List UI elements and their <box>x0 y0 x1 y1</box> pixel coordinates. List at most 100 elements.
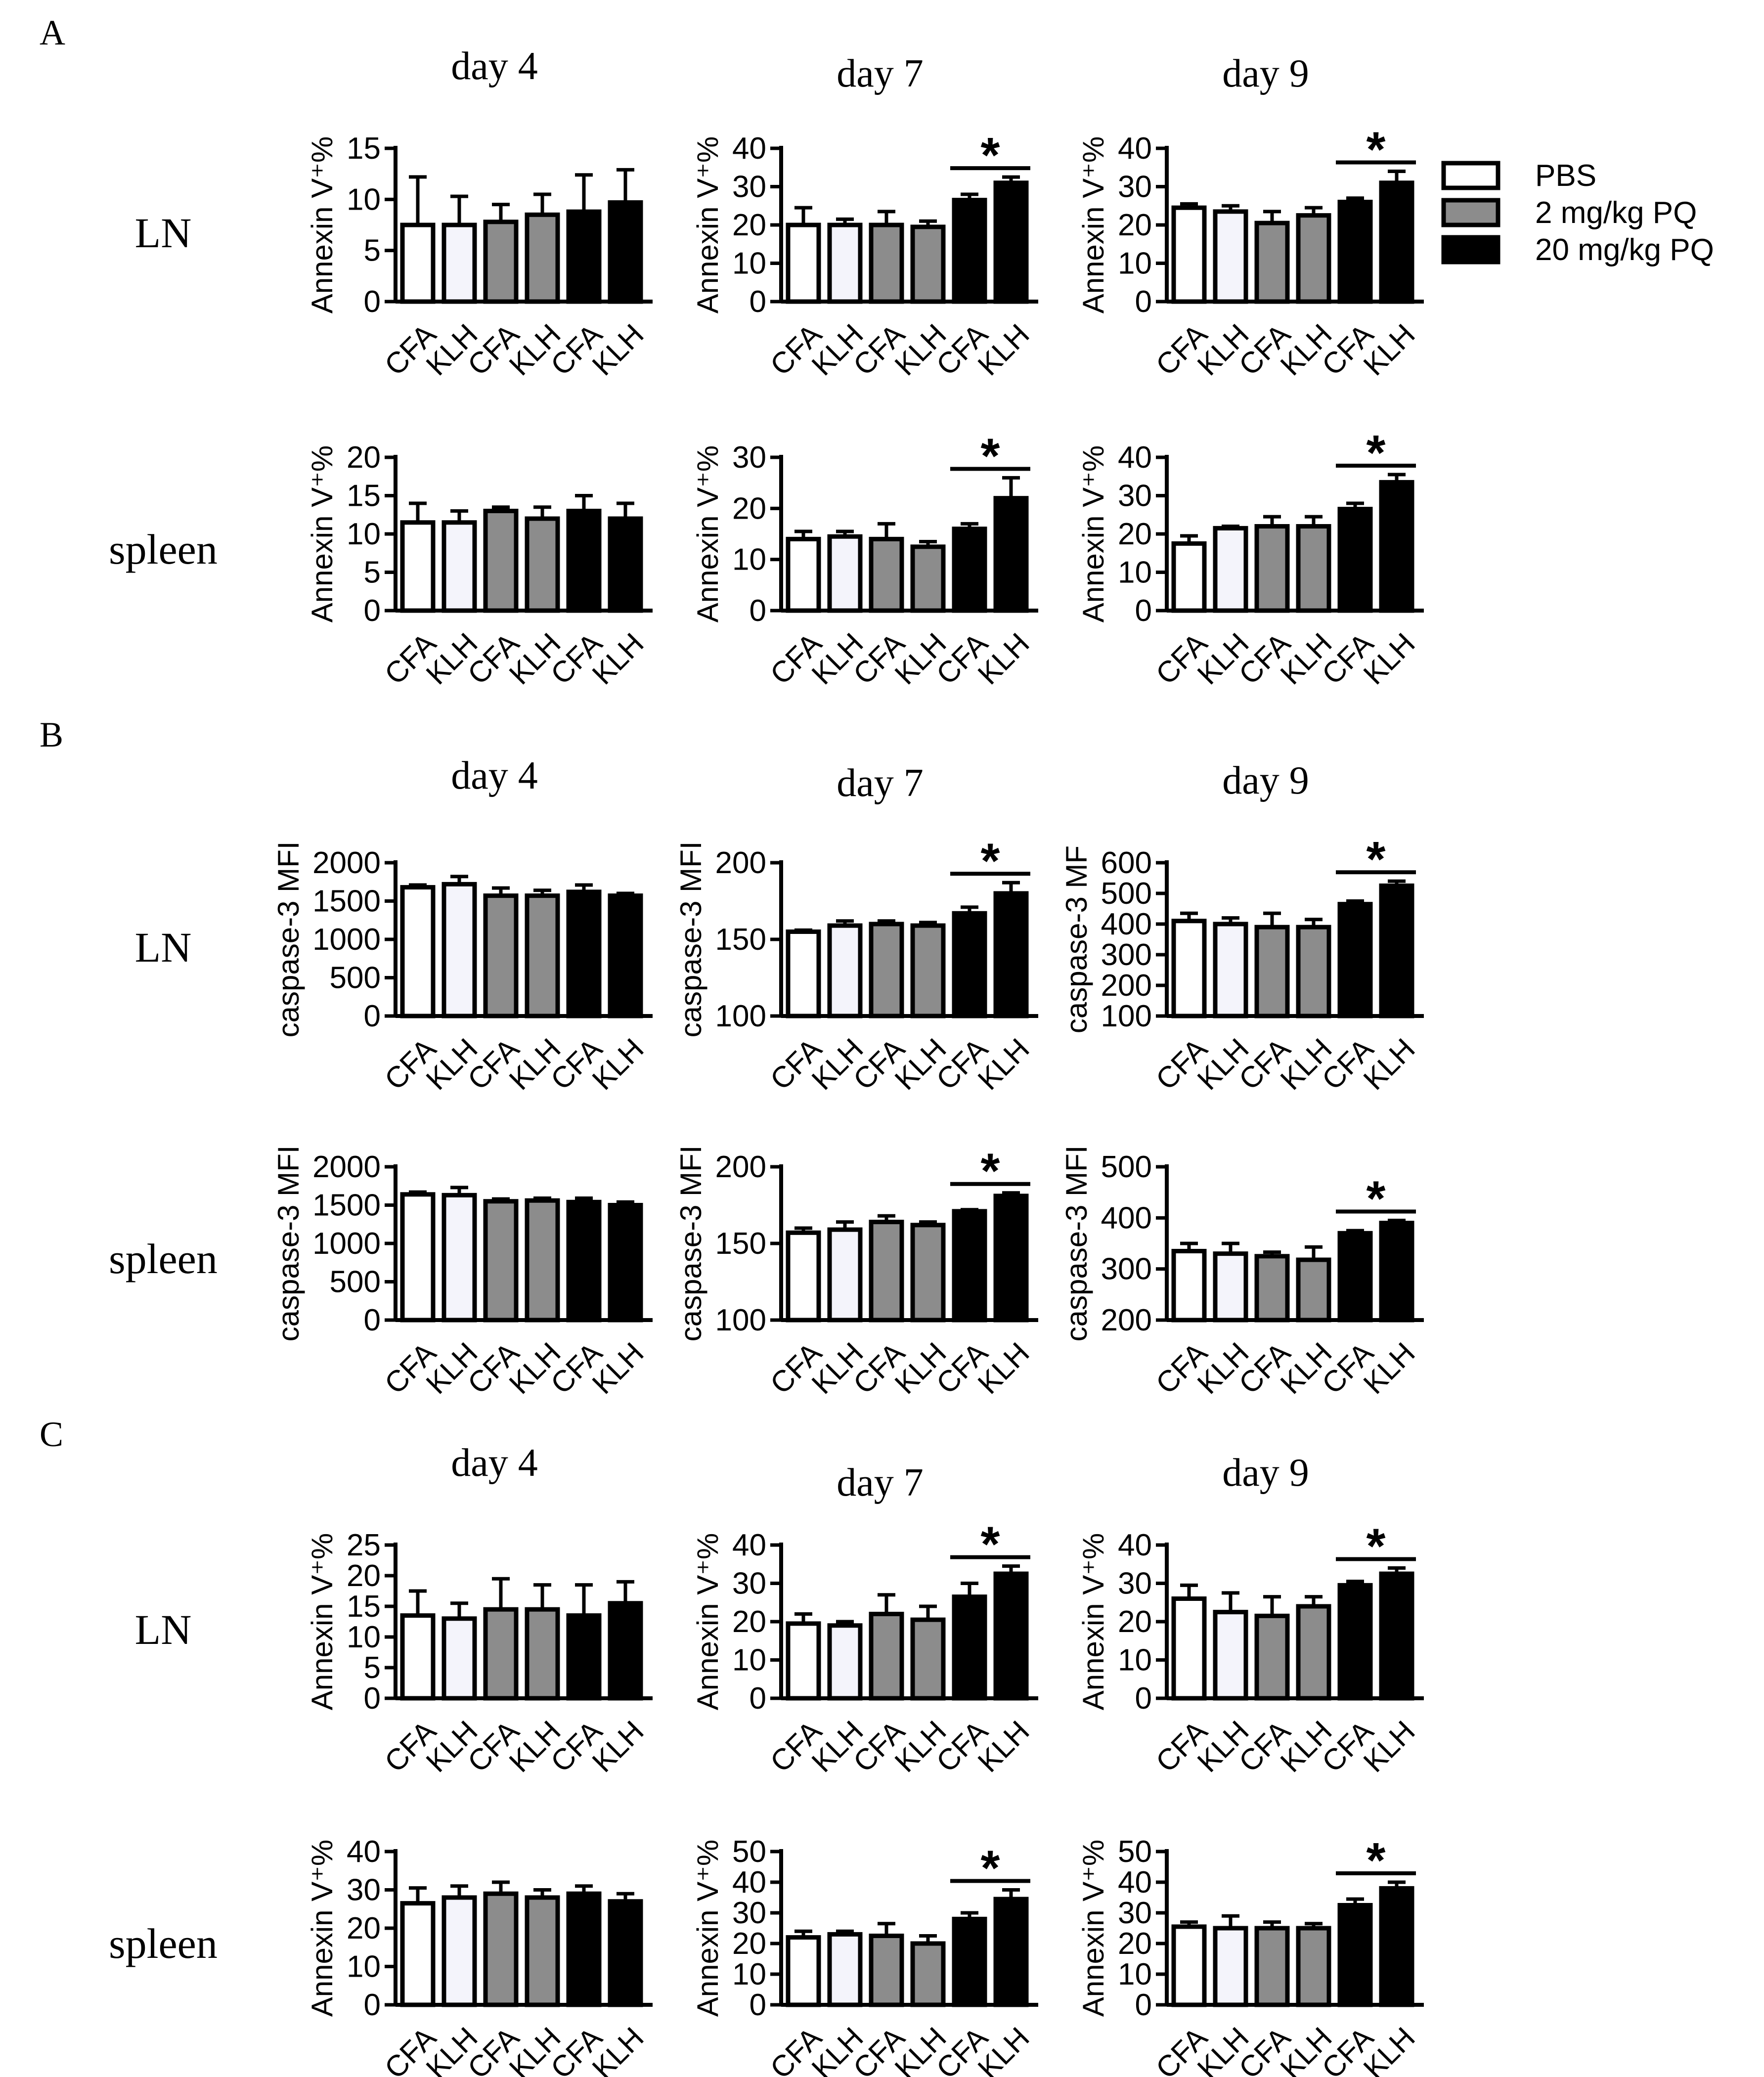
bar <box>827 1623 863 1701</box>
y-tick-label: 10 <box>347 517 381 551</box>
significance-star: * <box>981 1144 1000 1199</box>
bar <box>1213 1251 1248 1323</box>
bar <box>1171 919 1207 1018</box>
bar <box>1337 200 1373 304</box>
bar <box>952 1594 987 1701</box>
column-title-2: day 9 <box>1222 52 1309 95</box>
column-title-2: day 9 <box>1222 759 1309 802</box>
y-tick-label: 300 <box>1101 938 1152 972</box>
bar <box>1213 922 1248 1018</box>
bar <box>993 180 1029 304</box>
bar <box>483 220 519 304</box>
bar <box>566 209 602 304</box>
y-tick-label: 0 <box>364 1303 381 1337</box>
bar <box>827 923 863 1018</box>
y-tick-label: 5 <box>364 1651 381 1685</box>
y-axis-label: caspase-3 MF <box>1060 845 1093 1033</box>
bar <box>869 536 904 613</box>
bar <box>827 222 863 304</box>
panel-label-B: B <box>40 715 63 754</box>
y-axis-label: Annexin V⁺% <box>691 1533 724 1711</box>
bar <box>1171 541 1207 613</box>
y-axis-label: Annexin V⁺% <box>691 445 724 623</box>
y-tick-label: 10 <box>732 1957 766 1991</box>
y-tick-label: 40 <box>732 132 766 166</box>
y-tick-label: 600 <box>1101 846 1152 880</box>
bar <box>993 496 1029 613</box>
significance-star: * <box>1367 1519 1386 1574</box>
y-tick-label: 0 <box>1135 285 1152 319</box>
bar <box>786 536 821 613</box>
significance-star: * <box>981 833 1000 888</box>
x-tick-label: KLH <box>971 626 1036 691</box>
bar <box>786 929 821 1018</box>
bar <box>1379 1221 1414 1323</box>
column-title-0: day 4 <box>451 1441 538 1485</box>
column-title-1: day 7 <box>837 1461 924 1504</box>
bar <box>910 1223 946 1323</box>
bar <box>1213 1610 1248 1701</box>
bar <box>1296 1926 1331 2007</box>
bar <box>400 1901 436 2007</box>
y-tick-label: 20 <box>347 1559 381 1593</box>
y-tick-label: 0 <box>1135 594 1152 628</box>
bar <box>1337 507 1373 613</box>
y-tick-label: 30 <box>732 170 766 204</box>
bar <box>1213 209 1248 304</box>
y-tick-label: 20 <box>1118 1927 1152 1961</box>
bar <box>608 1899 643 2007</box>
x-tick-label: KLH <box>586 626 650 691</box>
column-title-1: day 7 <box>837 52 924 95</box>
bar <box>1254 221 1290 304</box>
bar <box>786 1621 821 1701</box>
bar <box>483 509 519 613</box>
significance-star: * <box>981 1517 1000 1572</box>
y-tick-label: 10 <box>347 182 381 217</box>
bar <box>608 893 643 1018</box>
y-tick-label: 0 <box>750 594 766 628</box>
x-tick-label: KLH <box>1357 1714 1421 1778</box>
column-title-0: day 4 <box>451 754 538 797</box>
y-axis-label: Annexin V⁺% <box>1077 136 1110 314</box>
bar <box>827 1932 863 2007</box>
x-tick-label: KLH <box>1357 1336 1421 1400</box>
significance-star: * <box>981 1841 1000 1896</box>
y-tick-label: 30 <box>732 441 766 475</box>
bar <box>910 224 946 304</box>
bar <box>993 1193 1029 1323</box>
y-axis-label: caspase-3 MFI <box>674 1146 707 1342</box>
bar <box>1296 925 1331 1018</box>
y-tick-label: 50 <box>1118 1835 1152 1869</box>
y-tick-label: 20 <box>1118 1605 1152 1639</box>
bar <box>1337 1231 1373 1323</box>
y-tick-label: 10 <box>732 543 766 577</box>
legend-label: PBS <box>1535 159 1596 193</box>
bar <box>441 882 477 1018</box>
bar <box>483 1607 519 1701</box>
bar <box>566 889 602 1018</box>
y-tick-label: 2000 <box>312 846 381 880</box>
y-axis-label: Annexin V⁺% <box>1077 445 1110 623</box>
y-tick-label: 40 <box>1118 1528 1152 1562</box>
legend-swatch <box>1441 161 1500 190</box>
y-tick-label: 400 <box>1101 1201 1152 1235</box>
bar <box>910 544 946 613</box>
y-tick-label: 40 <box>732 1528 766 1562</box>
bar <box>1171 1249 1207 1323</box>
bar <box>952 1916 987 2007</box>
bar <box>1379 180 1414 304</box>
bar <box>1254 1254 1290 1323</box>
row-label-spleen: spleen <box>109 1920 218 1967</box>
y-tick-label: 10 <box>1118 556 1152 590</box>
y-tick-label: 15 <box>347 479 381 513</box>
legend-swatch <box>1441 235 1500 265</box>
y-tick-label: 1500 <box>312 884 381 919</box>
y-tick-label: 0 <box>364 1681 381 1716</box>
y-axis-label: Annexin V⁺% <box>691 1840 724 2017</box>
bar <box>400 885 436 1018</box>
